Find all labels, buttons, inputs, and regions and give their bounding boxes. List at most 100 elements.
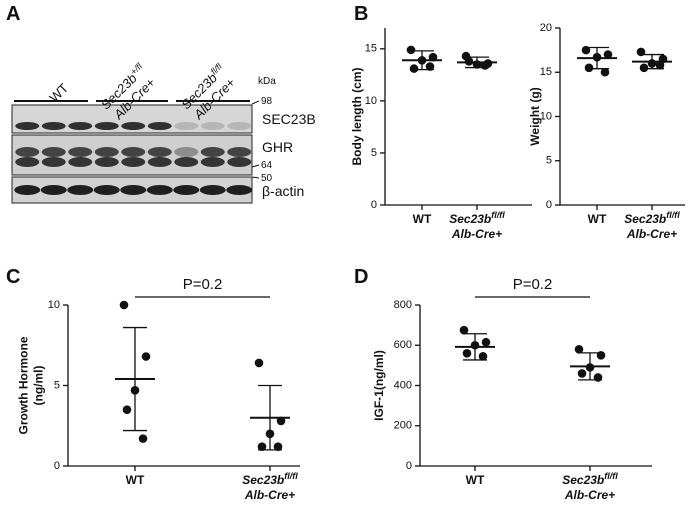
dot (406, 45, 416, 55)
annotation: P=0.2 (183, 276, 223, 293)
dot (276, 416, 286, 426)
dot (428, 52, 438, 62)
y-tick-label: 10 (48, 299, 60, 311)
band (94, 157, 119, 167)
dot (480, 61, 490, 70)
x-tick-label-line2: Alb-Cre+ (564, 488, 615, 502)
band (120, 185, 147, 195)
band (41, 157, 66, 167)
panel-label: A (6, 3, 20, 25)
dot (472, 60, 482, 69)
band (174, 147, 199, 157)
band (200, 147, 225, 157)
y-tick-label: 5 (546, 155, 552, 167)
dot (273, 442, 283, 451)
y-tick-label: 0 (546, 199, 552, 211)
category-name: Sec23b (449, 212, 491, 226)
annotation: P=0.2 (513, 276, 553, 293)
category-name: Sec23b (242, 473, 284, 487)
band (121, 157, 146, 167)
x-tick-label: WT (413, 212, 432, 226)
y-axis-label: Growth Hormone (17, 336, 31, 434)
category-name: Sec23b (624, 212, 666, 226)
dot (478, 352, 488, 361)
band (15, 122, 40, 130)
y-tick-label: 20 (540, 22, 552, 34)
protein-label: GHR (262, 139, 293, 155)
band (94, 122, 119, 130)
dot (130, 386, 140, 395)
x-tick-label-line2: Alb-Cre+ (626, 227, 677, 241)
marker-label: 50 (261, 173, 273, 184)
dot (265, 429, 275, 439)
marker-tick (251, 164, 260, 168)
dot (417, 55, 427, 65)
dot (581, 45, 591, 55)
dot (600, 67, 610, 77)
dot (603, 50, 613, 59)
band (200, 122, 225, 130)
category-name: WT (588, 212, 607, 226)
band (174, 157, 199, 167)
y-tick-label: 0 (54, 460, 60, 472)
band (147, 122, 172, 130)
x-tick-label: Sec23bfl/fl (624, 210, 680, 226)
western-blot: kDa 98 64 50 SEC23B GHR β-actin WT Sec23b… (11, 61, 316, 204)
dot (122, 405, 132, 414)
dot (585, 363, 595, 372)
category-genotype: fl/fl (284, 471, 298, 481)
band (174, 122, 199, 130)
y-tick-label: 15 (540, 66, 552, 78)
dot (596, 351, 606, 360)
band (93, 185, 120, 195)
y-tick-label: 10 (365, 95, 377, 107)
dot (462, 349, 472, 358)
dot (574, 344, 584, 354)
band (14, 185, 41, 195)
band (173, 185, 200, 195)
category-genotype: fl/fl (666, 210, 680, 220)
y-tick-label: 5 (54, 379, 60, 391)
y-axis-label: IGF-1(ng/ml) (372, 350, 386, 421)
dot (584, 63, 594, 73)
band (227, 157, 252, 167)
y-tick-label: 200 (394, 420, 412, 432)
dot (459, 325, 469, 335)
dot (577, 369, 587, 378)
dot (138, 434, 148, 443)
band (94, 147, 119, 157)
axis (559, 28, 685, 206)
y-tick-label: 0 (406, 460, 412, 472)
dot (647, 59, 657, 68)
x-tick-label: Sec23bfl/fl (242, 471, 298, 487)
category-name: WT (413, 212, 432, 226)
protein-label: SEC23B (262, 111, 316, 127)
dot (481, 337, 491, 347)
category-genotype: fl/fl (604, 471, 618, 481)
dot (425, 62, 435, 71)
band (15, 147, 40, 157)
y-axis-label: (ng/ml) (32, 366, 46, 406)
axis (384, 28, 532, 206)
y-tick-label: 400 (394, 379, 412, 391)
band (40, 185, 67, 195)
band (15, 157, 40, 167)
band (226, 185, 253, 195)
x-tick-label: Sec23bfl/fl (562, 471, 618, 487)
y-axis-label: Body length (cm) (350, 67, 364, 165)
category-name: Sec23b (562, 473, 604, 487)
axis (419, 305, 652, 467)
y-axis-label: Weight (g) (528, 87, 542, 145)
band (147, 147, 172, 157)
marker-label: 98 (261, 96, 273, 107)
panel-label: C (6, 266, 20, 288)
y-tick-label: 5 (371, 147, 377, 159)
dot (636, 47, 646, 57)
marker-tick (251, 176, 260, 179)
x-tick-label: Sec23bfl/fl (449, 210, 505, 226)
dot (592, 52, 602, 62)
band (121, 147, 146, 157)
band (147, 157, 172, 167)
y-tick-label: 0 (371, 199, 377, 211)
